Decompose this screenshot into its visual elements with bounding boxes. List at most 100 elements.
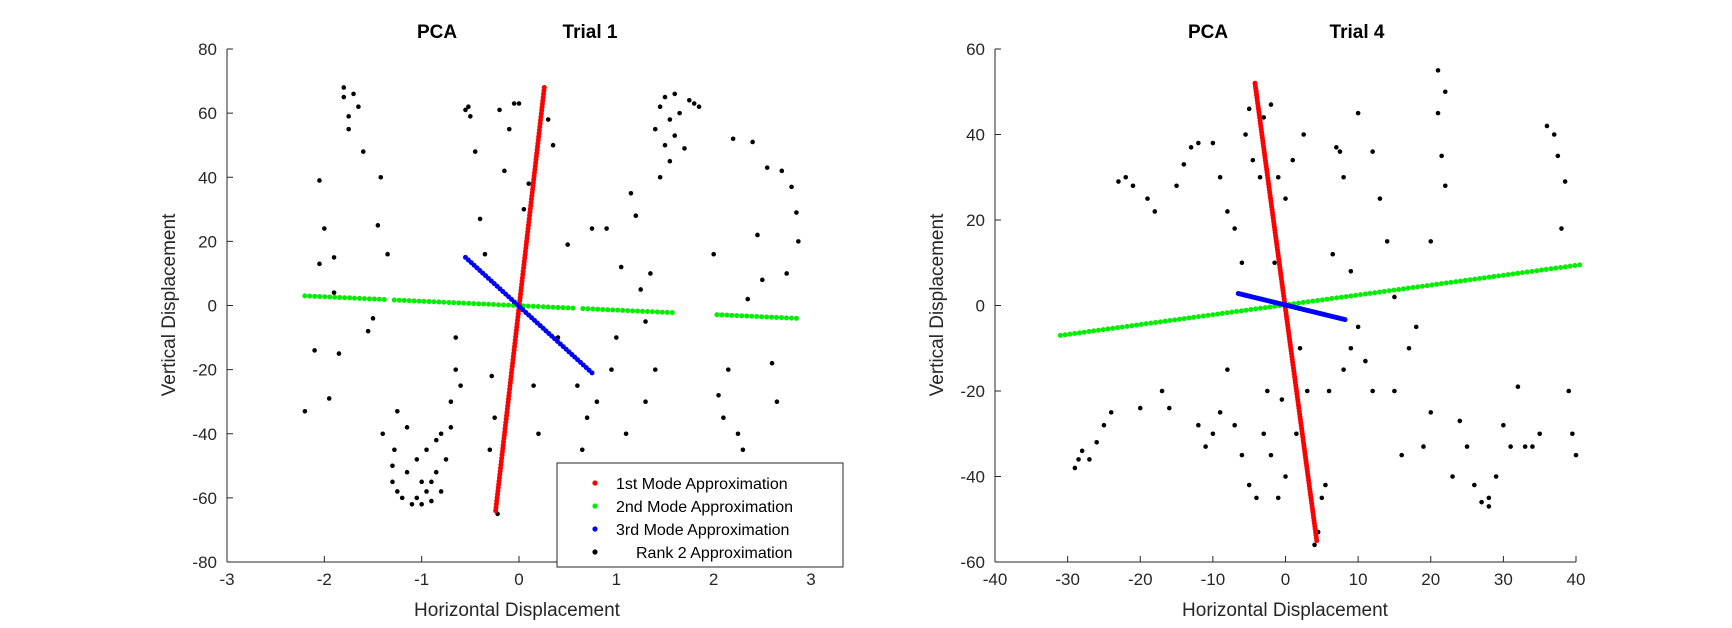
chart-left-title-right: Trial 1 [563, 22, 618, 43]
mode-point [421, 298, 427, 304]
mode-point [302, 293, 308, 299]
mode-point [1443, 280, 1449, 286]
data-point [687, 98, 692, 103]
mode-point [1134, 322, 1140, 328]
legend-marker-3rd-mode [592, 526, 598, 532]
data-point [390, 479, 395, 485]
x-tick-label: -1 [414, 570, 429, 589]
mode-point [1467, 277, 1473, 283]
data-point [1188, 145, 1194, 150]
mode-point [555, 304, 561, 310]
mode-point [1095, 327, 1101, 333]
mode-point [500, 302, 506, 308]
data-point [545, 117, 551, 122]
data-point [755, 232, 760, 238]
data-point [667, 117, 673, 122]
data-point [1421, 444, 1426, 449]
data-point [453, 335, 459, 340]
data-point [1457, 418, 1463, 424]
data-point [404, 425, 410, 430]
mode-point [401, 297, 407, 303]
data-point [1265, 388, 1270, 394]
mode-point [1162, 318, 1168, 324]
data-point [1217, 174, 1223, 180]
mode-point [774, 314, 780, 320]
mode-point [779, 315, 785, 321]
mode-point [669, 310, 675, 316]
data-point [395, 409, 400, 414]
data-point [716, 392, 721, 398]
data-point [1363, 358, 1368, 364]
mode-point [391, 297, 397, 303]
data-point [769, 360, 775, 366]
mode-point [1419, 283, 1425, 289]
mode-point [1172, 317, 1178, 323]
mode-point [471, 301, 477, 307]
data-point [796, 239, 801, 244]
chart-left-xlabel: Horizontal Displacement [414, 600, 621, 621]
mode-point [749, 313, 755, 319]
x-tick-label: 3 [806, 570, 815, 589]
data-point [1072, 465, 1078, 471]
data-point [760, 277, 765, 283]
mode-point [1300, 299, 1306, 305]
data-point [682, 146, 687, 151]
data-point [750, 139, 755, 145]
mode-point [1558, 264, 1564, 270]
data-point [487, 447, 493, 453]
legend-marker-rank2 [592, 549, 598, 555]
data-point [360, 149, 366, 154]
legend-box [556, 462, 844, 568]
data-point [691, 101, 697, 106]
data-point [745, 296, 751, 302]
chart-right-title-right: Trial 4 [1330, 22, 1385, 43]
data-point [331, 255, 337, 260]
mode-point [426, 299, 432, 305]
data-point [1268, 452, 1274, 458]
legend-marker-2nd-mode [592, 503, 598, 509]
data-point [1435, 68, 1441, 73]
chart-right-title-left: PCA [1188, 22, 1228, 43]
data-point [638, 287, 643, 292]
data-point [1079, 448, 1085, 454]
data-point [1450, 474, 1455, 479]
data-point [779, 168, 785, 174]
mode-point [1519, 270, 1525, 276]
mode-point [1181, 316, 1187, 322]
data-point [1108, 410, 1114, 415]
y-tick-label: 20 [966, 211, 985, 230]
mode-point [347, 295, 353, 301]
mode-point [585, 306, 591, 312]
mode-point [1234, 308, 1240, 314]
data-point [1145, 196, 1150, 201]
data-point [1279, 397, 1285, 402]
data-point [1174, 183, 1179, 189]
mode-point [644, 309, 650, 315]
y-tick-label: -60 [192, 489, 217, 508]
data-point [1297, 345, 1303, 351]
data-point [618, 264, 624, 270]
data-point [1225, 209, 1230, 214]
data-point [740, 447, 746, 453]
data-point [1399, 452, 1404, 458]
data-point [648, 271, 653, 276]
data-point [1355, 110, 1361, 116]
data-point [433, 437, 439, 443]
data-point [652, 367, 658, 372]
mode-point [570, 305, 576, 311]
data-point [1413, 324, 1419, 330]
data-point [438, 489, 444, 494]
data-point [589, 226, 595, 231]
mode-point [1505, 272, 1511, 278]
mode-point [505, 302, 511, 308]
data-point [672, 133, 678, 138]
data-point [672, 91, 678, 97]
x-tick-label: -20 [1128, 570, 1153, 589]
data-point [326, 396, 332, 401]
data-point [1479, 499, 1484, 505]
mode-point [1377, 289, 1383, 295]
data-point [438, 431, 444, 437]
data-point [764, 165, 770, 170]
mode-point [1257, 305, 1263, 311]
